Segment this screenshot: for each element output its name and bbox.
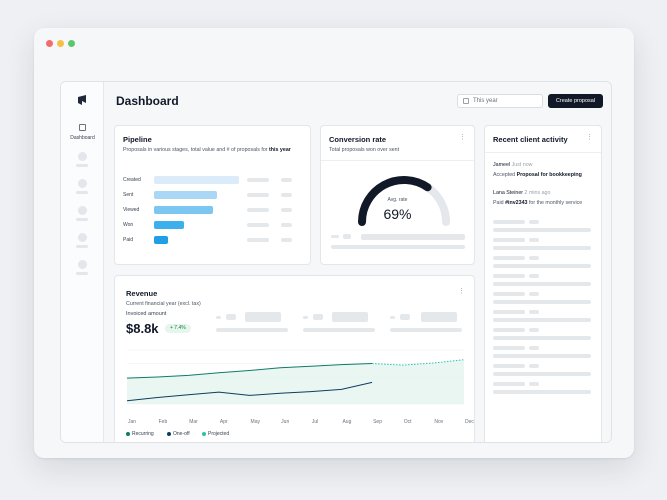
page-title: Dashboard bbox=[116, 94, 179, 108]
pipeline-stage-label: Created bbox=[123, 177, 141, 183]
more-options-icon[interactable]: ⋮ bbox=[586, 134, 593, 141]
conversion-title: Conversion rate bbox=[329, 135, 387, 144]
series-line-recurring bbox=[126, 363, 373, 379]
x-tick-label: Dec bbox=[465, 419, 474, 425]
legend-dot bbox=[167, 431, 171, 436]
legend-dot bbox=[126, 431, 130, 436]
x-tick-label: Apr bbox=[219, 419, 228, 425]
x-tick-label: Jun bbox=[281, 419, 290, 425]
browser-window: Dashboard Dashboard This year Create pro… bbox=[34, 28, 634, 458]
grid-icon bbox=[79, 124, 86, 131]
legend-label: Recurring bbox=[132, 431, 154, 437]
pipeline-card: Pipeline Proposals in various stages, to… bbox=[114, 125, 311, 265]
conversion-value: 69% bbox=[383, 206, 412, 222]
sidebar-item-label: Dashboard bbox=[70, 135, 95, 141]
revenue-chart bbox=[126, 349, 465, 405]
sidebar-item-placeholder[interactable] bbox=[76, 233, 88, 248]
legend-label: Projected bbox=[208, 431, 230, 437]
date-range-input[interactable]: This year bbox=[457, 94, 543, 108]
conversion-card: Conversion rate Total proposals won over… bbox=[320, 125, 475, 265]
pipeline-bar[interactable] bbox=[154, 176, 239, 184]
activity-title: Recent client activity bbox=[493, 135, 568, 144]
sidebar-item-placeholder[interactable] bbox=[76, 206, 88, 221]
minimize-dot[interactable] bbox=[57, 40, 64, 47]
sidebar-item-placeholder[interactable] bbox=[76, 152, 88, 167]
more-options-icon[interactable]: ⋮ bbox=[458, 288, 465, 295]
activity-card: Recent client activity ⋮ Jameel Just now… bbox=[484, 125, 602, 442]
pipeline-title: Pipeline bbox=[123, 135, 152, 144]
series-line-projected bbox=[372, 359, 465, 366]
pipeline-bar[interactable] bbox=[154, 191, 217, 199]
gauge-label: Avg. rate bbox=[387, 197, 408, 203]
legend-item[interactable]: Projected bbox=[202, 431, 229, 437]
logo-icon[interactable] bbox=[76, 94, 88, 106]
activity-item[interactable]: Jameel Just now bbox=[493, 162, 532, 168]
maximize-dot[interactable] bbox=[68, 40, 75, 47]
pipeline-stage-label: Won bbox=[123, 222, 134, 228]
sidebar-item-placeholder[interactable] bbox=[76, 179, 88, 194]
x-tick-label: Jul bbox=[311, 419, 319, 425]
pipeline-subtitle: Proposals in various stages, total value… bbox=[123, 147, 291, 153]
sidebar: Dashboard bbox=[61, 82, 104, 442]
activity-message: Accepted Proposal for bookkeeping bbox=[493, 172, 582, 178]
create-proposal-button[interactable]: Create proposal bbox=[548, 94, 603, 108]
legend-item[interactable]: Recurring bbox=[126, 431, 154, 437]
x-tick-label: May bbox=[250, 419, 260, 425]
activity-time: Just now bbox=[511, 162, 533, 168]
sidebar-item-dashboard[interactable]: Dashboard bbox=[61, 124, 104, 141]
pipeline-stage-label: Paid bbox=[123, 237, 134, 243]
change-badge: + 7.4% bbox=[165, 324, 191, 333]
pipeline-bar[interactable] bbox=[154, 236, 168, 244]
calendar-icon bbox=[463, 98, 469, 104]
x-tick-label: Mar bbox=[189, 419, 198, 425]
x-tick-label: Sep bbox=[373, 419, 382, 425]
legend-label: One-off bbox=[173, 431, 190, 437]
revenue-title: Revenue bbox=[126, 289, 158, 298]
date-range-placeholder: This year bbox=[473, 98, 498, 104]
legend-item[interactable]: One-off bbox=[167, 431, 190, 437]
invoiced-amount-label: Invoiced amount bbox=[126, 311, 167, 317]
sidebar-item-placeholder[interactable] bbox=[76, 260, 88, 275]
main-content: Dashboard This year Create proposal Pipe… bbox=[104, 82, 611, 442]
more-options-icon[interactable]: ⋮ bbox=[459, 134, 466, 141]
app-frame: Dashboard Dashboard This year Create pro… bbox=[60, 81, 612, 443]
conversion-subtitle: Total proposals won over sent bbox=[329, 147, 400, 153]
activity-client-name: Lana Steiner bbox=[493, 190, 524, 196]
revenue-subtitle: Current financial year (excl. tax) bbox=[126, 301, 201, 307]
x-tick-label: Jan bbox=[128, 419, 137, 425]
x-tick-label: Feb bbox=[158, 419, 168, 425]
x-tick-label: Nov bbox=[434, 419, 444, 425]
pipeline-bar[interactable] bbox=[154, 221, 184, 229]
activity-message: Paid #inv2343 for the monthly service bbox=[493, 200, 583, 206]
activity-item[interactable]: Lana Steiner 2 mins ago bbox=[493, 190, 550, 196]
x-tick-label: Aug bbox=[342, 419, 352, 425]
pipeline-stage-label: Sent bbox=[123, 192, 134, 198]
close-dot[interactable] bbox=[46, 40, 53, 47]
invoiced-amount: $8.8k bbox=[126, 321, 159, 336]
x-tick-label: Oct bbox=[403, 419, 412, 425]
pipeline-bar[interactable] bbox=[154, 206, 213, 214]
pipeline-stage-label: Viewed bbox=[123, 207, 140, 213]
activity-client-name: Jameel bbox=[493, 162, 511, 168]
activity-time: 2 mins ago bbox=[524, 190, 551, 196]
conversion-gauge bbox=[358, 176, 450, 226]
legend-dot bbox=[202, 431, 206, 436]
revenue-card: Revenue Current financial year (excl. ta… bbox=[114, 275, 475, 442]
series-line-one-off bbox=[126, 381, 373, 402]
